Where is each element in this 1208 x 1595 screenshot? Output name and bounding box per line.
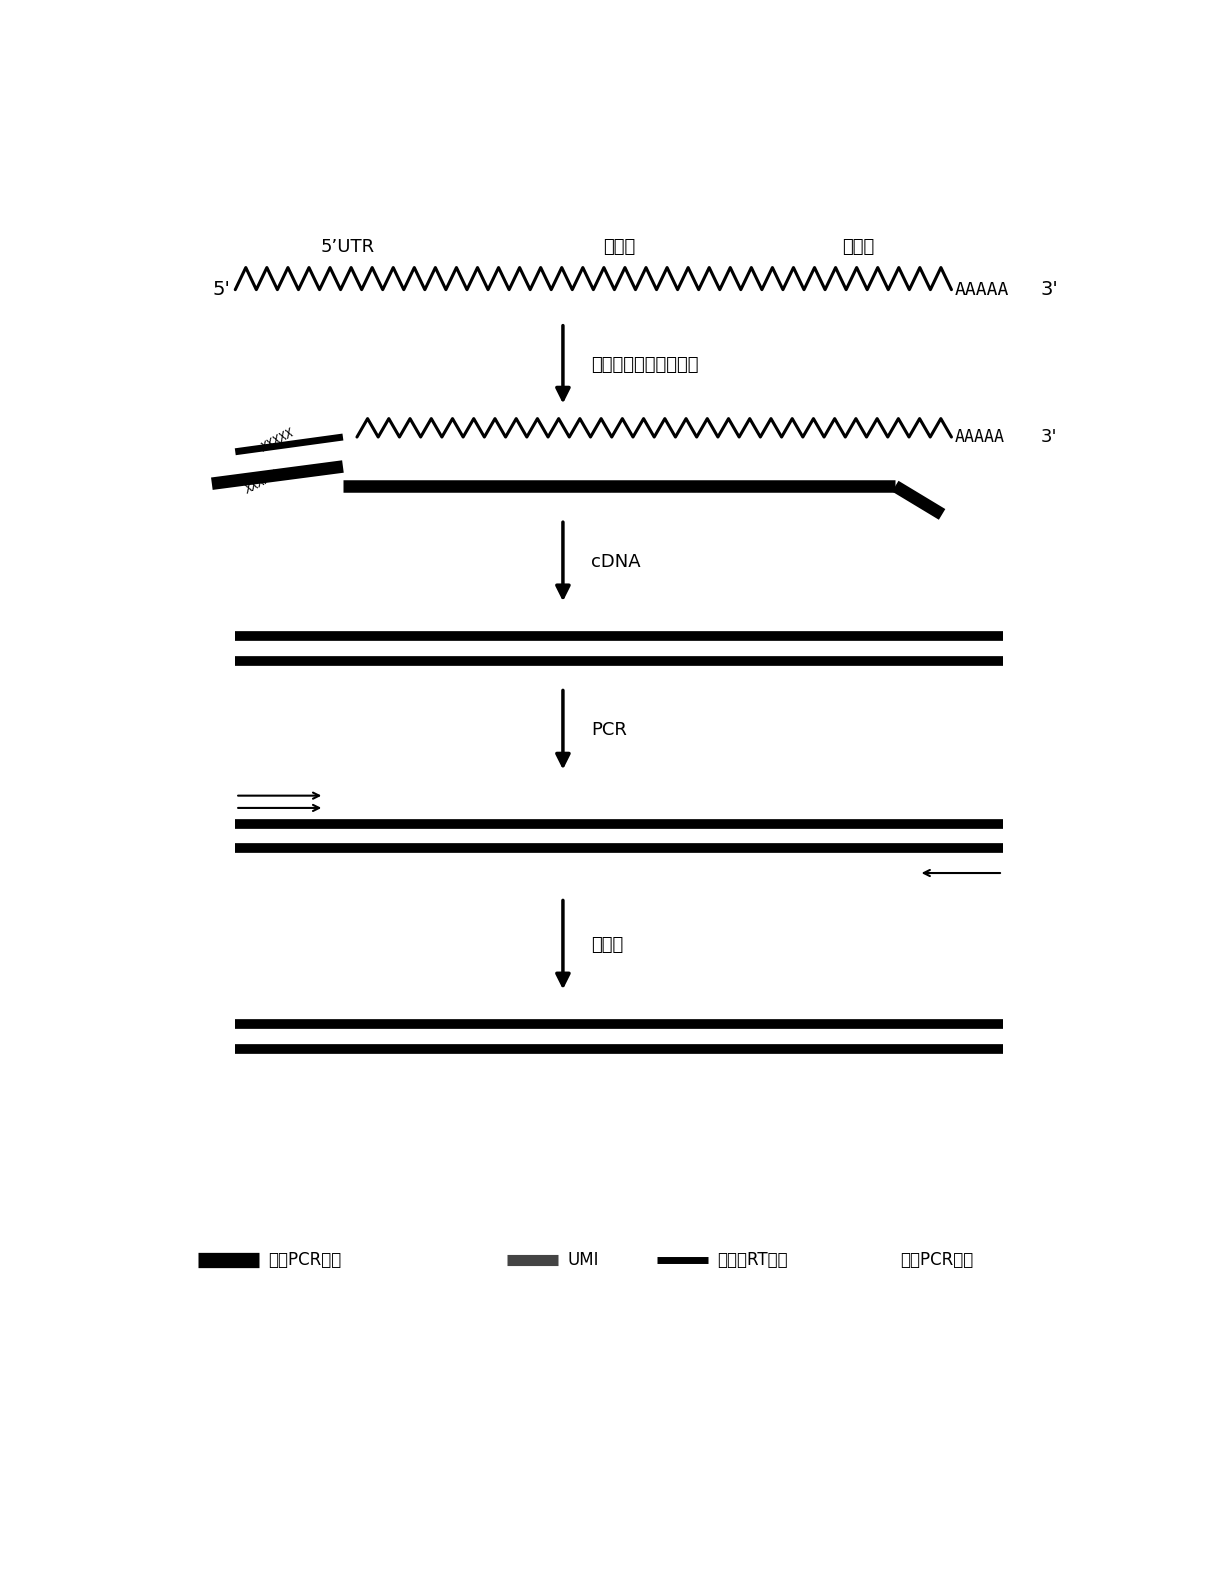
Text: 特异逆转录与模板置换: 特异逆转录与模板置换 bbox=[591, 356, 698, 373]
Text: 3': 3' bbox=[1040, 281, 1058, 300]
Text: UMI: UMI bbox=[568, 1250, 599, 1270]
Text: 下游PCR引物: 下游PCR引物 bbox=[900, 1250, 974, 1270]
Text: AAAAA: AAAAA bbox=[954, 281, 1009, 298]
Text: 3': 3' bbox=[1040, 427, 1057, 447]
Text: 5’UTR: 5’UTR bbox=[320, 238, 374, 255]
Text: 特异性RT引物: 特异性RT引物 bbox=[718, 1250, 789, 1270]
Text: 5': 5' bbox=[213, 281, 231, 300]
Text: PCR: PCR bbox=[591, 721, 627, 738]
Text: 可变区: 可变区 bbox=[603, 238, 635, 255]
Text: 终产物: 终产物 bbox=[591, 936, 623, 954]
Text: cDNA: cDNA bbox=[591, 553, 640, 571]
Text: XXXXX: XXXXX bbox=[259, 426, 296, 455]
Text: XXXXX: XXXXX bbox=[243, 469, 280, 496]
Text: AAAAA: AAAAA bbox=[954, 427, 1004, 447]
Text: 上游PCR引物: 上游PCR引物 bbox=[268, 1250, 342, 1270]
Text: 恒定区: 恒定区 bbox=[842, 238, 873, 255]
